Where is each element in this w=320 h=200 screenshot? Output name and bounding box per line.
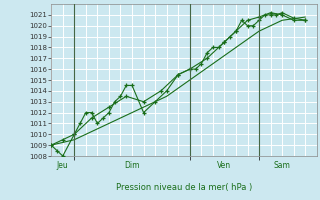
Text: Sam: Sam <box>274 161 291 170</box>
Text: Dim: Dim <box>124 161 140 170</box>
Text: Ven: Ven <box>217 161 231 170</box>
Text: Pression niveau de la mer( hPa ): Pression niveau de la mer( hPa ) <box>116 183 252 192</box>
Text: Jeu: Jeu <box>57 161 68 170</box>
